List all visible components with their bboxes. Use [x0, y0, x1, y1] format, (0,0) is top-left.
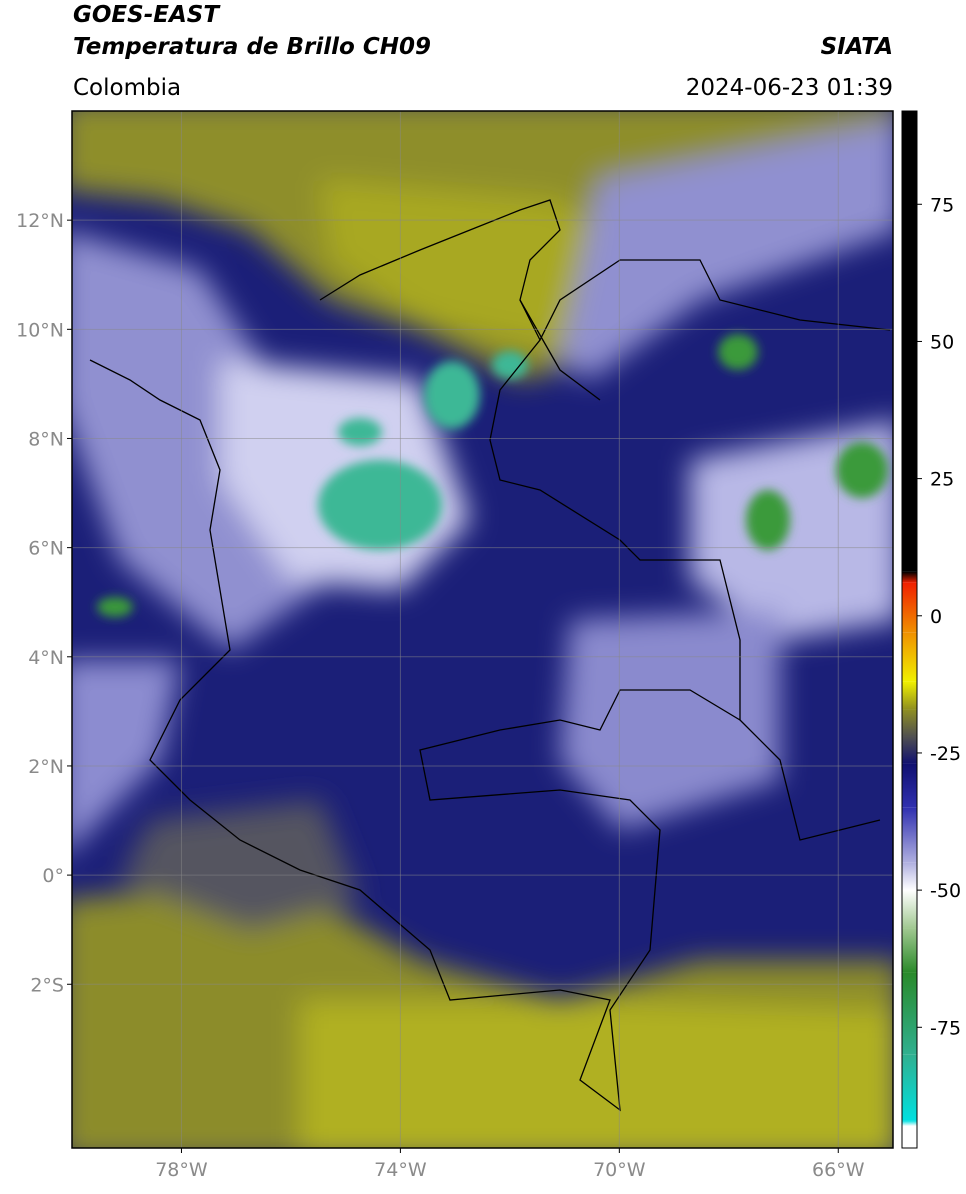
- lon-tick-label: 78°W: [155, 1159, 208, 1181]
- colorbar-segment: [902, 862, 917, 891]
- colorbar-segment: [902, 807, 917, 863]
- colorbar-segment: [902, 111, 917, 572]
- colorbar-frame: [901, 110, 918, 1149]
- colorbar-segment: [902, 763, 917, 808]
- colorbar-segment: [902, 1126, 917, 1148]
- colorbar-tick-label: -75: [930, 1017, 961, 1039]
- colorbar-segment: [902, 890, 917, 929]
- lat-tick-label: 2°S: [30, 974, 64, 996]
- source-label: SIATA: [821, 34, 893, 60]
- satellite-title: GOES-EAST: [73, 2, 221, 28]
- colorbar-segment: [902, 736, 917, 764]
- lat-tick-label: 8°N: [28, 428, 64, 450]
- colorbar-segment: [902, 1120, 917, 1127]
- lon-tick-label: 66°W: [812, 1159, 865, 1181]
- colorbar-segment: [902, 928, 917, 973]
- product-title: Temperatura de Brillo CH09: [73, 34, 431, 60]
- lat-tick-label: 4°N: [28, 647, 64, 669]
- region-label: Colombia: [73, 75, 181, 101]
- lon-tick-label: 74°W: [374, 1159, 427, 1181]
- colorbar-segment: [902, 632, 917, 682]
- colorbar-tick-label: -50: [930, 880, 961, 902]
- colorbar-tick-label: 75: [930, 194, 954, 216]
- colorbar-tick-label: -25: [930, 743, 961, 765]
- colorbar-tick-label: 25: [930, 469, 954, 491]
- grid: [72, 111, 893, 1148]
- lat-tick-label: 12°N: [16, 210, 64, 232]
- colorbar-tick-label: 50: [930, 331, 954, 353]
- colorbar-segment: [902, 571, 917, 583]
- colorbar-segment: [902, 972, 917, 1055]
- lat-tick-label: 2°N: [28, 756, 64, 778]
- lon-tick-label: 70°W: [593, 1159, 646, 1181]
- datetime-label: 2024-06-23 01:39: [686, 75, 893, 101]
- colorbar-segment: [902, 582, 917, 633]
- colorbar-segment: [902, 709, 917, 737]
- colorbar-segment: [902, 681, 917, 710]
- lat-tick-label: 0°: [42, 865, 64, 887]
- satellite-image: [72, 111, 893, 1148]
- colorbar-segment: [902, 1054, 917, 1121]
- lat-tick-label: 10°N: [16, 319, 64, 341]
- lat-tick-label: 6°N: [28, 538, 64, 560]
- colorbar-tick-label: 0: [930, 606, 942, 628]
- map-frame: [71, 110, 894, 1149]
